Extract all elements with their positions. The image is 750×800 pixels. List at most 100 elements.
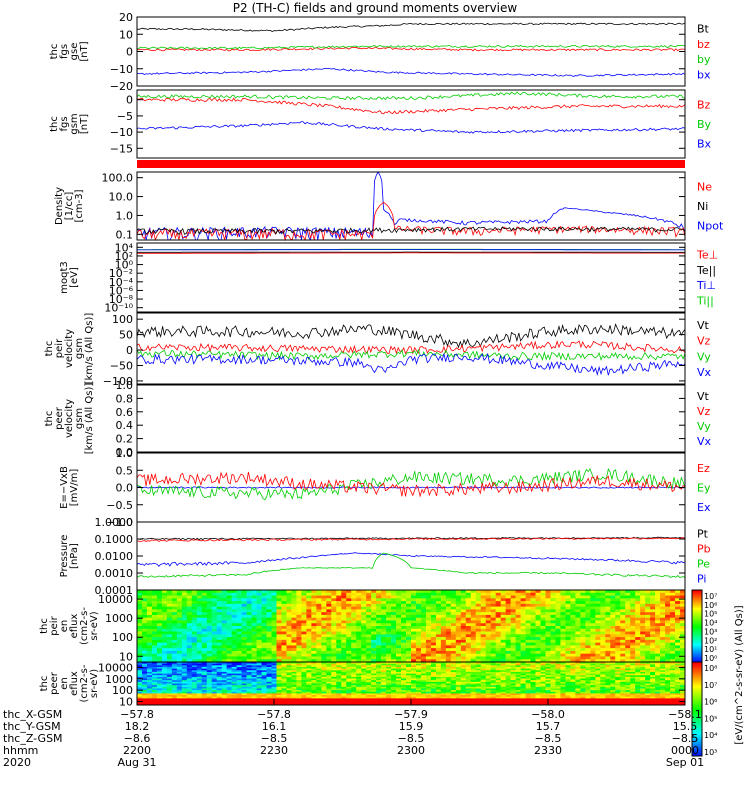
heatmap-cell: [570, 612, 576, 616]
heatmap-cell: [286, 695, 292, 698]
heatmap-cell: [306, 703, 312, 706]
heatmap-cell: [545, 626, 551, 630]
heatmap-cell: [430, 696, 437, 699]
heatmap-cell: [191, 688, 198, 691]
heatmap-cell: [286, 628, 292, 632]
heatmap-cell: [630, 595, 636, 599]
heatmap-cell: [321, 675, 327, 678]
heatmap-cell: [261, 626, 267, 630]
heatmap-cell: [645, 601, 651, 605]
heatmap-cell: [386, 637, 392, 641]
heatmap-cell: [376, 700, 382, 702]
heatmap-cell: [490, 598, 496, 602]
heatmap-cell: [455, 595, 462, 599]
heatmap-cell: [495, 665, 501, 668]
heatmap-cell: [191, 680, 198, 683]
heatmap-cell: [455, 617, 462, 621]
heatmap-cell: [381, 696, 387, 699]
heatmap-cell: [580, 656, 586, 660]
heatmap-cell: [425, 668, 432, 671]
heatmap-cell: [381, 681, 387, 684]
heatmap-cell: [326, 614, 332, 618]
heatmap-cell: [326, 656, 332, 660]
heatmap-cell: [460, 695, 467, 698]
y-tick-label: 1000: [105, 612, 133, 625]
heatmap-cell: [520, 659, 526, 663]
heatmap-cell: [181, 645, 188, 649]
heatmap-cell: [146, 612, 153, 616]
heatmap-cell: [480, 631, 487, 635]
heatmap-cell: [490, 681, 496, 684]
heatmap-cell: [251, 696, 257, 699]
heatmap-cell: [241, 688, 247, 691]
heatmap-cell: [396, 688, 402, 691]
heatmap-cell: [520, 603, 526, 607]
heatmap-cell: [500, 603, 506, 607]
heatmap-cell: [201, 701, 208, 704]
heatmap-cell: [291, 653, 297, 657]
heatmap-cell: [440, 678, 447, 681]
heatmap-cell: [585, 650, 591, 654]
heatmap-cell: [266, 631, 272, 635]
heatmap-cell: [391, 606, 397, 610]
heatmap-cell: [595, 634, 601, 638]
heatmap-cell: [475, 690, 482, 693]
heatmap-cell: [480, 683, 487, 686]
heatmap-cell: [356, 680, 362, 683]
heatmap-cell: [286, 666, 292, 669]
heatmap-cell: [186, 601, 193, 605]
heatmap-cell: [361, 693, 367, 696]
heatmap-cell: [296, 623, 302, 627]
heatmap-cell: [535, 626, 541, 630]
heatmap-cell: [296, 701, 302, 704]
heatmap-cell: [590, 631, 596, 635]
heatmap-cell: [186, 691, 193, 694]
heatmap-cell: [281, 606, 287, 610]
heatmap-cell: [321, 665, 327, 668]
heatmap-cell: [221, 650, 227, 654]
heatmap-cell: [196, 614, 203, 618]
heatmap-cell: [435, 662, 442, 664]
heatmap-cell: [460, 662, 467, 664]
heatmap-cell: [281, 666, 287, 669]
heatmap-cell: [425, 665, 432, 668]
heatmap-cell: [211, 659, 218, 663]
heatmap-cell: [356, 695, 362, 698]
y-tick-label: 10: [119, 650, 133, 663]
heatmap-cell: [630, 634, 636, 638]
heatmap-cell: [361, 592, 367, 596]
heatmap-cell: [196, 662, 203, 664]
heatmap-cell: [146, 603, 153, 607]
heatmap-cell: [266, 666, 272, 669]
heatmap-cell: [306, 666, 312, 669]
heatmap-cell: [351, 676, 357, 679]
heatmap-cell: [291, 681, 297, 684]
heatmap-cell: [425, 683, 432, 686]
heatmap-cell: [191, 696, 198, 699]
heatmap-cell: [226, 642, 232, 646]
heatmap-cell: [221, 590, 227, 594]
heatmap-cell: [530, 606, 536, 610]
heatmap-cell: [435, 701, 442, 704]
heatmap-cell: [430, 609, 437, 613]
heatmap-cell: [371, 683, 377, 686]
y-axis-label: [nT]: [79, 114, 90, 134]
heatmap-cell: [146, 628, 153, 632]
heatmap-cell: [460, 671, 467, 674]
heatmap-cell: [376, 617, 382, 621]
heatmap-cell: [196, 685, 203, 688]
heatmap-cell: [485, 634, 492, 638]
heatmap-cell: [191, 700, 198, 702]
heatmap-cell: [276, 681, 282, 684]
heatmap-cell: [326, 690, 332, 693]
heatmap-cell: [176, 698, 183, 701]
heatmap-cell: [371, 609, 377, 613]
panel-temp: [136, 242, 686, 313]
heatmap-cell: [555, 650, 561, 654]
heatmap-cell: [266, 671, 272, 674]
heatmap-cell: [585, 623, 591, 627]
heatmap-cell: [301, 696, 307, 699]
heatmap-cell: [675, 606, 681, 610]
heatmap-cell: [480, 637, 487, 641]
heatmap-cell: [450, 678, 457, 681]
